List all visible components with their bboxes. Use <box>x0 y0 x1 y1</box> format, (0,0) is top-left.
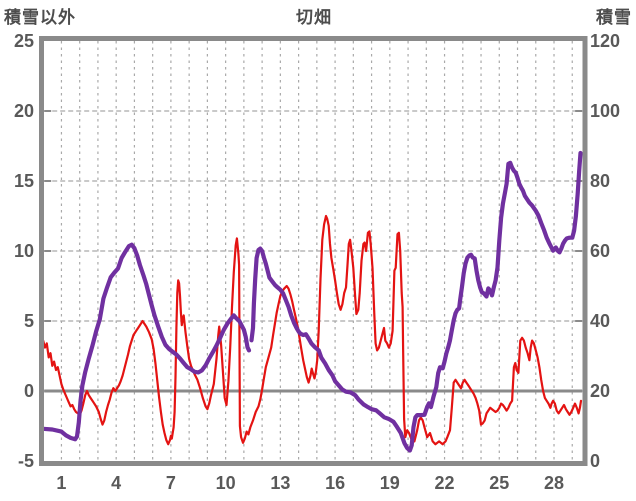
left-axis-tick-label: 25 <box>14 31 34 51</box>
right-axis-tick-label: 100 <box>590 101 620 121</box>
x-axis-tick-label: 28 <box>544 473 564 493</box>
right-axis-tick-label: 0 <box>590 451 600 471</box>
series-line-snow-depth <box>41 242 252 442</box>
left-axis-tick-label: 10 <box>14 241 34 261</box>
left-axis-tick-label: 0 <box>24 381 34 401</box>
x-axis-tick-label: 7 <box>166 473 176 493</box>
left-axis-tick-label: 20 <box>14 101 34 121</box>
x-axis-tick-label: 22 <box>435 473 455 493</box>
page-title: 切畑 <box>296 8 332 27</box>
left-axis-tick-label: 5 <box>24 311 34 331</box>
right-axis-tick-label: 80 <box>590 171 610 191</box>
x-axis-tick-label: 1 <box>56 473 66 493</box>
series-line-snow-depth <box>249 150 583 453</box>
x-axis-tick-label: 10 <box>216 473 236 493</box>
x-axis-tick-label: 4 <box>111 473 121 493</box>
plot-frame <box>39 36 588 466</box>
x-axis-tick-label: 13 <box>270 473 290 493</box>
right-axis-tick-label: 60 <box>590 241 610 261</box>
x-axis-tick-label: 25 <box>489 473 509 493</box>
x-axis-tick-label: 16 <box>325 473 345 493</box>
right-axis-title: 積雪 <box>596 8 632 27</box>
right-axis-tick-label: 20 <box>590 381 610 401</box>
left-axis-title: 積雪以外 <box>4 8 76 27</box>
series-line-non-snow <box>42 214 583 446</box>
x-axis-tick-label: 19 <box>380 473 400 493</box>
left-axis-tick-label: -5 <box>18 451 34 471</box>
right-axis-tick-label: 40 <box>590 311 610 331</box>
right-axis-tick-label: 120 <box>590 31 620 51</box>
left-axis-tick-label: 15 <box>14 171 34 191</box>
